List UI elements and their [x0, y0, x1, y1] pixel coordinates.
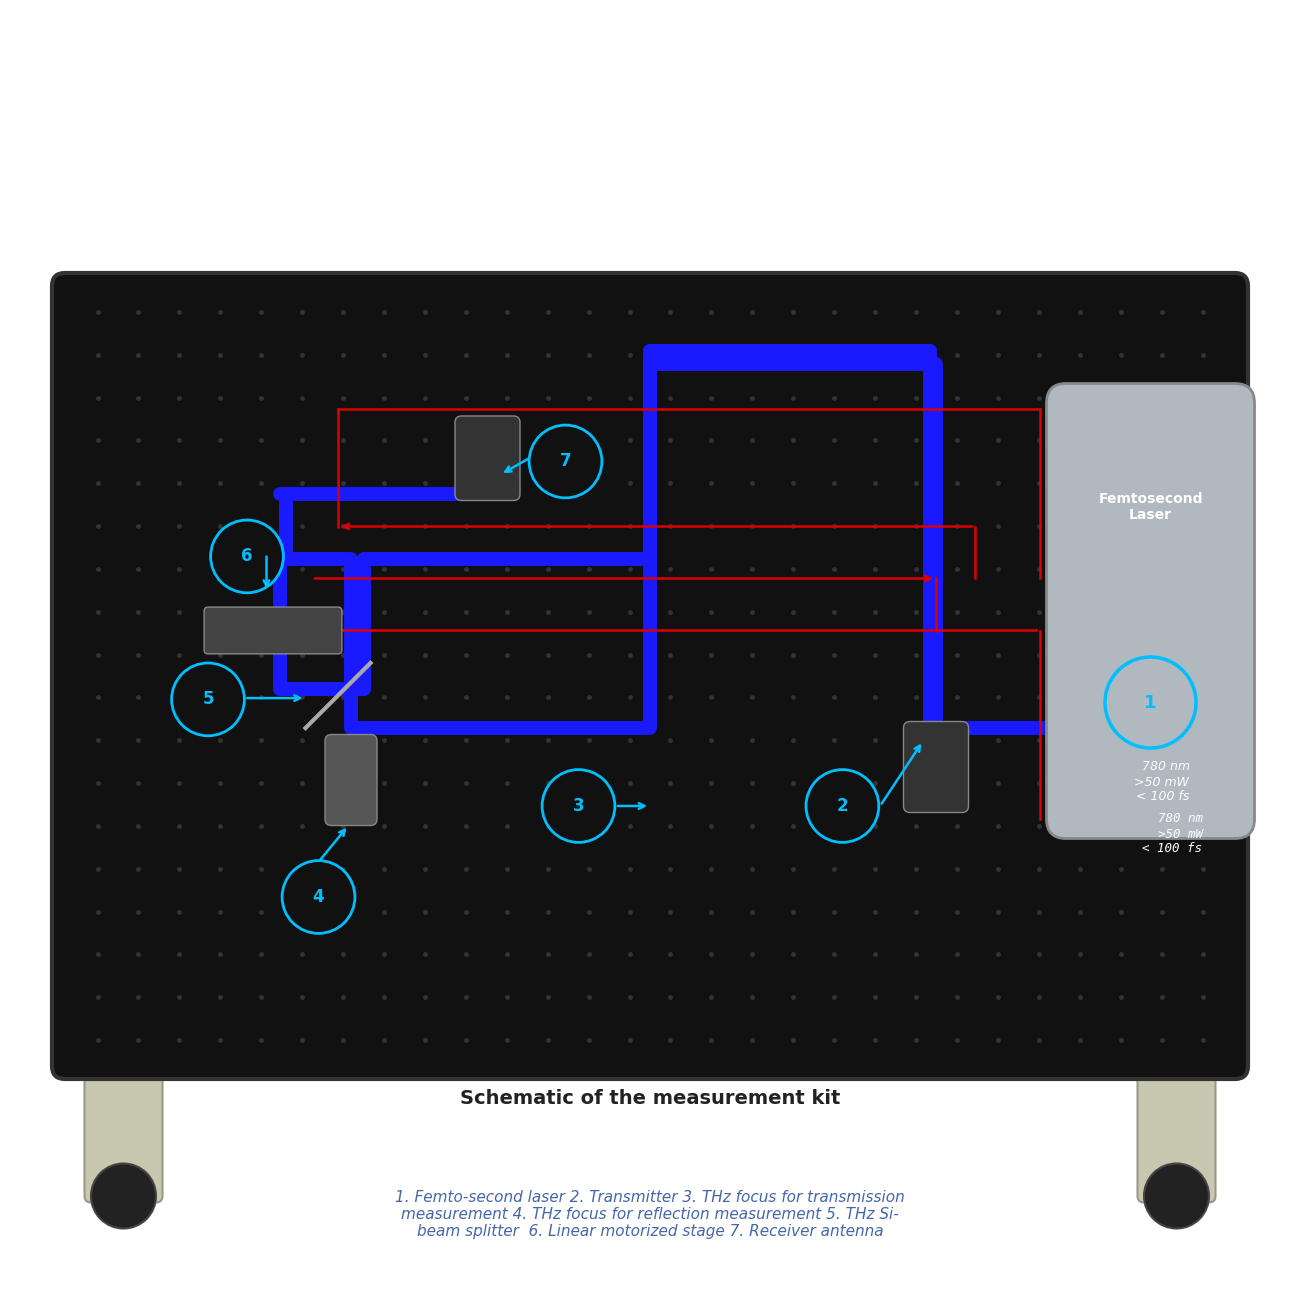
Circle shape [1144, 1164, 1209, 1228]
Circle shape [529, 425, 602, 498]
Text: 6: 6 [242, 547, 252, 566]
Text: 1. Femto-second laser 2. Transmitter 3. THz focus for transmission
measurement 4: 1. Femto-second laser 2. Transmitter 3. … [395, 1190, 905, 1239]
FancyBboxPatch shape [903, 722, 968, 812]
Text: 4: 4 [313, 888, 324, 906]
Text: 780 nm
>50 mW
< 100 fs: 780 nm >50 mW < 100 fs [1135, 760, 1190, 803]
FancyBboxPatch shape [455, 416, 520, 500]
Text: Schematic of the measurement kit: Schematic of the measurement kit [460, 1089, 840, 1108]
FancyBboxPatch shape [325, 734, 377, 826]
Circle shape [211, 520, 283, 593]
Text: Femtosecond
Laser: Femtosecond Laser [1098, 491, 1202, 523]
FancyBboxPatch shape [204, 607, 342, 654]
Circle shape [806, 770, 879, 842]
Circle shape [282, 861, 355, 933]
Text: 7: 7 [560, 452, 571, 471]
FancyBboxPatch shape [84, 1060, 162, 1202]
Text: 5: 5 [203, 690, 213, 709]
Text: 3: 3 [573, 797, 584, 815]
FancyBboxPatch shape [1138, 1060, 1216, 1202]
Text: 2: 2 [837, 797, 848, 815]
Circle shape [542, 770, 615, 842]
Circle shape [91, 1164, 156, 1228]
Text: 1: 1 [1144, 693, 1157, 711]
FancyBboxPatch shape [1046, 384, 1254, 838]
FancyBboxPatch shape [52, 273, 1248, 1079]
Text: 780 nm
>50 mW
< 100 fs: 780 nm >50 mW < 100 fs [1143, 812, 1202, 855]
Circle shape [172, 663, 244, 736]
